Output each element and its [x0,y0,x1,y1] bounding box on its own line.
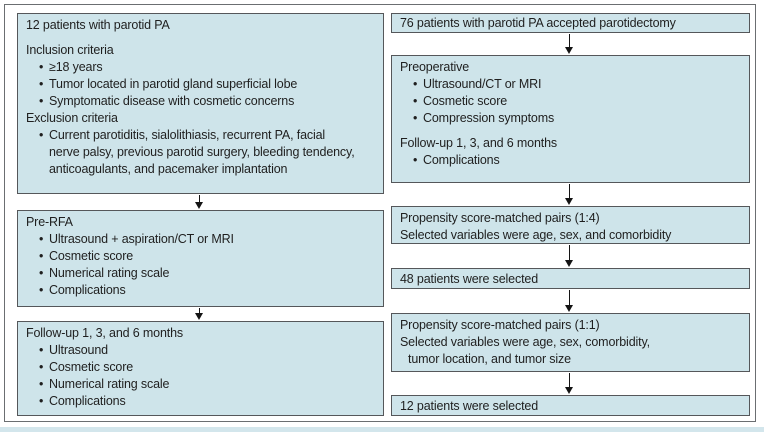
box-line: Propensity score-matched pairs (1:1) [400,318,600,332]
down-arrow-icon [195,195,205,209]
box-line: ≥18 years [26,59,377,76]
box-line: Current parotiditis, sialolithiasis, rec… [26,127,377,144]
box-line: Ultrasound + aspiration/CT or MRI [26,231,377,248]
box-line: anticoagulants, and pacemaker implantati… [49,162,288,176]
box-line: Cosmetic score [26,359,377,376]
down-arrow-icon [565,373,575,394]
box-line: Numerical rating scale [26,265,377,282]
box-line: Inclusion criteria [26,43,114,57]
box-line: Selected variables were age, sex, and co… [400,228,672,242]
down-arrow-icon [565,290,575,312]
box-line: Complications [26,282,377,299]
page-edge-strip [0,427,764,432]
down-arrow-icon [195,308,205,320]
box-line: Cosmetic score [400,93,743,110]
box-12-patients-selected: 12 patients were selected [391,395,750,416]
down-arrow-icon [565,245,575,267]
box-line: Complications [26,393,377,410]
box-line: Selected variables were age, sex, comorb… [400,335,650,349]
box-line: Symptomatic disease with cosmetic concer… [26,93,377,110]
box-line: Exclusion criteria [26,111,118,125]
box-preoperative-assessment: Preoperative Ultrasound/CT or MRICosmetic… [391,55,750,183]
box-line: Follow-up 1, 3, and 6 months [400,136,558,150]
box-line: Pre-RFA [26,215,73,229]
down-arrow-icon [565,184,575,205]
box-line: Ultrasound/CT or MRI [400,76,743,93]
box-line: Follow-up 1, 3, and 6 months [26,326,184,340]
box-line: 12 patients with parotid PA [26,18,170,32]
box-line: Ultrasound [26,342,377,359]
box-line: Preoperative [400,60,470,74]
box-line: Complications [400,152,743,169]
box-line: 48 patients were selected [400,271,539,286]
box-line: tumor location, and tumor size [408,352,571,366]
box-propensity-match-1-4: Propensity score-matched pairs (1:4) Sele… [391,206,750,244]
box-line: 76 patients with parotid PA accepted par… [400,16,676,30]
box-parotidectomy-cohort: 76 patients with parotid PA accepted par… [391,13,750,33]
box-pre-rfa-assessment: Pre-RFA Ultrasound + aspiration/CT or MRI… [17,210,384,307]
box-line: Compression symptoms [400,110,743,127]
box-rfa-eligibility: 12 patients with parotid PA Inclusion cri… [17,13,384,194]
down-arrow-icon [565,34,575,54]
box-propensity-match-1-1: Propensity score-matched pairs (1:1) Sele… [391,313,750,372]
box-48-patients-selected: 48 patients were selected [391,268,750,289]
box-line: Tumor located in parotid gland superfici… [26,76,377,93]
box-line: Propensity score-matched pairs (1:4) [400,211,600,225]
box-line: 12 patients were selected [400,398,539,413]
box-line: Cosmetic score [26,248,377,265]
box-rfa-follow-up: Follow-up 1, 3, and 6 monthsUltrasoundCo… [17,321,384,416]
box-line: Numerical rating scale [26,376,377,393]
box-line: nerve palsy, previous parotid surgery, b… [49,145,355,159]
